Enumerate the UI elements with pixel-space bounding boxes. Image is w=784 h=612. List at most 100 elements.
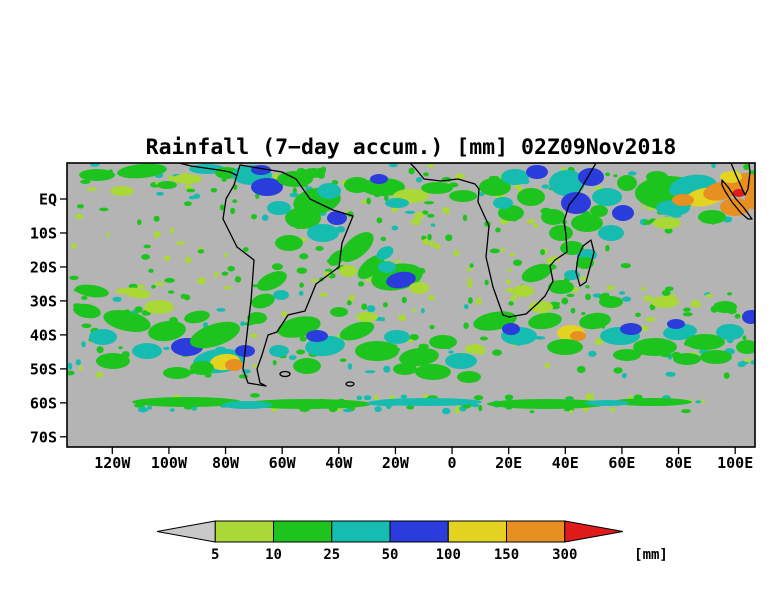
precip-speckle — [389, 395, 396, 400]
lat-tick-label: 70S — [30, 428, 57, 446]
precip-cell — [96, 353, 130, 369]
precip-cell — [190, 321, 240, 349]
precip-speckle — [184, 201, 192, 207]
precip-cell — [376, 246, 394, 260]
precip-speckle — [415, 177, 423, 183]
precip-cell — [307, 224, 339, 242]
precip-speckle — [621, 296, 632, 302]
precip-speckle — [423, 172, 429, 177]
precip-speckle — [561, 297, 569, 305]
precip-speckle — [81, 323, 92, 329]
precip-speckle — [81, 341, 86, 348]
precip-speckle — [464, 304, 469, 310]
precip-speckle — [469, 263, 474, 268]
precip-cell — [498, 205, 524, 221]
precip-cell — [617, 175, 637, 191]
axis-ticks — [60, 198, 736, 454]
precip-speckle — [533, 224, 539, 229]
precip-speckle — [429, 325, 435, 330]
precip-speckle — [549, 301, 561, 306]
lon-tick-label: 40W — [325, 454, 353, 472]
lon-tick-label: 100W — [151, 454, 188, 472]
precip-cell — [716, 324, 744, 340]
lat-tick-label: EQ — [39, 191, 57, 209]
lon-tick-label: 60W — [269, 454, 297, 472]
precip-speckle — [613, 367, 623, 374]
coastline-layer — [178, 163, 753, 387]
precip-speckle — [148, 268, 154, 273]
precip-speckle — [406, 405, 415, 410]
lon-tick-label: 40E — [552, 454, 579, 472]
lon-tick-label: 20W — [382, 454, 410, 472]
coastline-malay-peninsula — [730, 163, 751, 196]
precip-speckle — [570, 307, 576, 314]
precip-speckle — [643, 220, 652, 225]
colorbar-level-label: 100 — [436, 547, 461, 563]
precip-cell — [720, 198, 750, 216]
precip-speckle — [319, 292, 328, 297]
precip-cell — [184, 310, 210, 324]
precip-speckle — [137, 219, 142, 226]
precip-cell — [89, 329, 117, 345]
precip-speckle — [216, 308, 226, 312]
precip-speckle — [342, 408, 353, 413]
coastline-falkland-islands — [279, 370, 291, 378]
precip-cell — [592, 188, 622, 206]
precip-speckle — [737, 361, 746, 368]
precip-speckle — [627, 171, 637, 176]
precip-speckle — [234, 276, 242, 283]
precip-cell — [370, 174, 388, 184]
precip-cell — [579, 312, 611, 330]
lat-tick-label: 20S — [30, 258, 57, 276]
precip-speckle — [292, 187, 297, 194]
precip-speckle — [391, 206, 399, 213]
precip-cell — [190, 361, 214, 375]
precip-cell — [651, 296, 679, 308]
precip-speckle — [250, 333, 258, 338]
precip-speckle — [99, 207, 109, 212]
precip-speckle — [427, 233, 432, 241]
precip-cell — [267, 201, 291, 215]
precip-speckle — [429, 240, 435, 247]
precip-speckle — [81, 295, 88, 300]
precip-cell — [449, 190, 477, 202]
precip-cell — [698, 210, 726, 224]
precip-cell — [242, 399, 372, 409]
precip-speckle — [546, 257, 553, 265]
precip-speckle — [466, 268, 473, 272]
colorbar-segment — [331, 520, 391, 543]
precip-speckle — [479, 336, 488, 341]
precip-cell — [384, 330, 410, 344]
precip-speckle — [71, 243, 77, 249]
precip-speckle — [289, 192, 299, 198]
precip-speckle — [420, 308, 425, 314]
precip-speckle — [606, 285, 615, 290]
precip-speckle — [463, 322, 469, 329]
precip-cell — [465, 344, 485, 354]
precip-speckle — [560, 167, 566, 171]
precip-cell — [521, 263, 553, 283]
precip-speckle — [75, 213, 84, 220]
precip-speckle — [723, 372, 730, 379]
precip-speckle — [80, 179, 91, 184]
precip-speckle — [484, 279, 489, 286]
precip-cell — [293, 358, 321, 374]
precip-cell — [306, 330, 328, 342]
precip-speckle — [78, 365, 84, 371]
precip-speckle — [188, 195, 196, 200]
colorbar-level-label: 300 — [552, 547, 577, 563]
precip-speckle — [541, 184, 550, 189]
precip-speckle — [594, 337, 604, 346]
precip-cell — [445, 353, 477, 369]
precip-speckle — [513, 259, 522, 266]
precip-speckle — [323, 271, 332, 277]
precip-cell — [528, 312, 562, 330]
coastline-south-america — [222, 164, 354, 387]
precip-speckle — [445, 234, 453, 242]
precip-speckle — [221, 271, 229, 276]
precip-cell — [493, 197, 513, 209]
precip-cell — [330, 307, 348, 317]
precip-speckle — [643, 295, 653, 302]
precip-speckle — [414, 211, 425, 220]
colorbar-segment — [273, 520, 333, 543]
